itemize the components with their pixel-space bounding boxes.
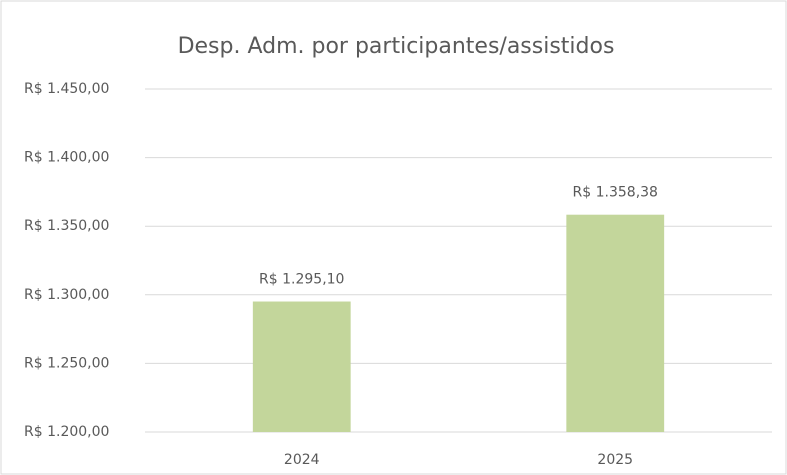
y-tick-label: R$ 1.300,00 (24, 287, 109, 303)
y-tick-label: R$ 1.250,00 (24, 355, 109, 371)
x-tick-label: 2024 (284, 452, 320, 468)
chart-title: Desp. Adm. por participantes/assistidos (178, 34, 615, 59)
bar (252, 301, 351, 432)
y-tick-label: R$ 1.400,00 (24, 150, 109, 166)
bar (566, 214, 665, 432)
x-tick-label: 2025 (597, 452, 633, 468)
y-tick-label: R$ 1.350,00 (24, 218, 109, 234)
y-tick-label: R$ 1.450,00 (24, 81, 109, 97)
value-label: R$ 1.358,38 (573, 185, 658, 201)
value-label: R$ 1.295,10 (259, 272, 344, 288)
y-tick-label: R$ 1.200,00 (24, 424, 109, 440)
